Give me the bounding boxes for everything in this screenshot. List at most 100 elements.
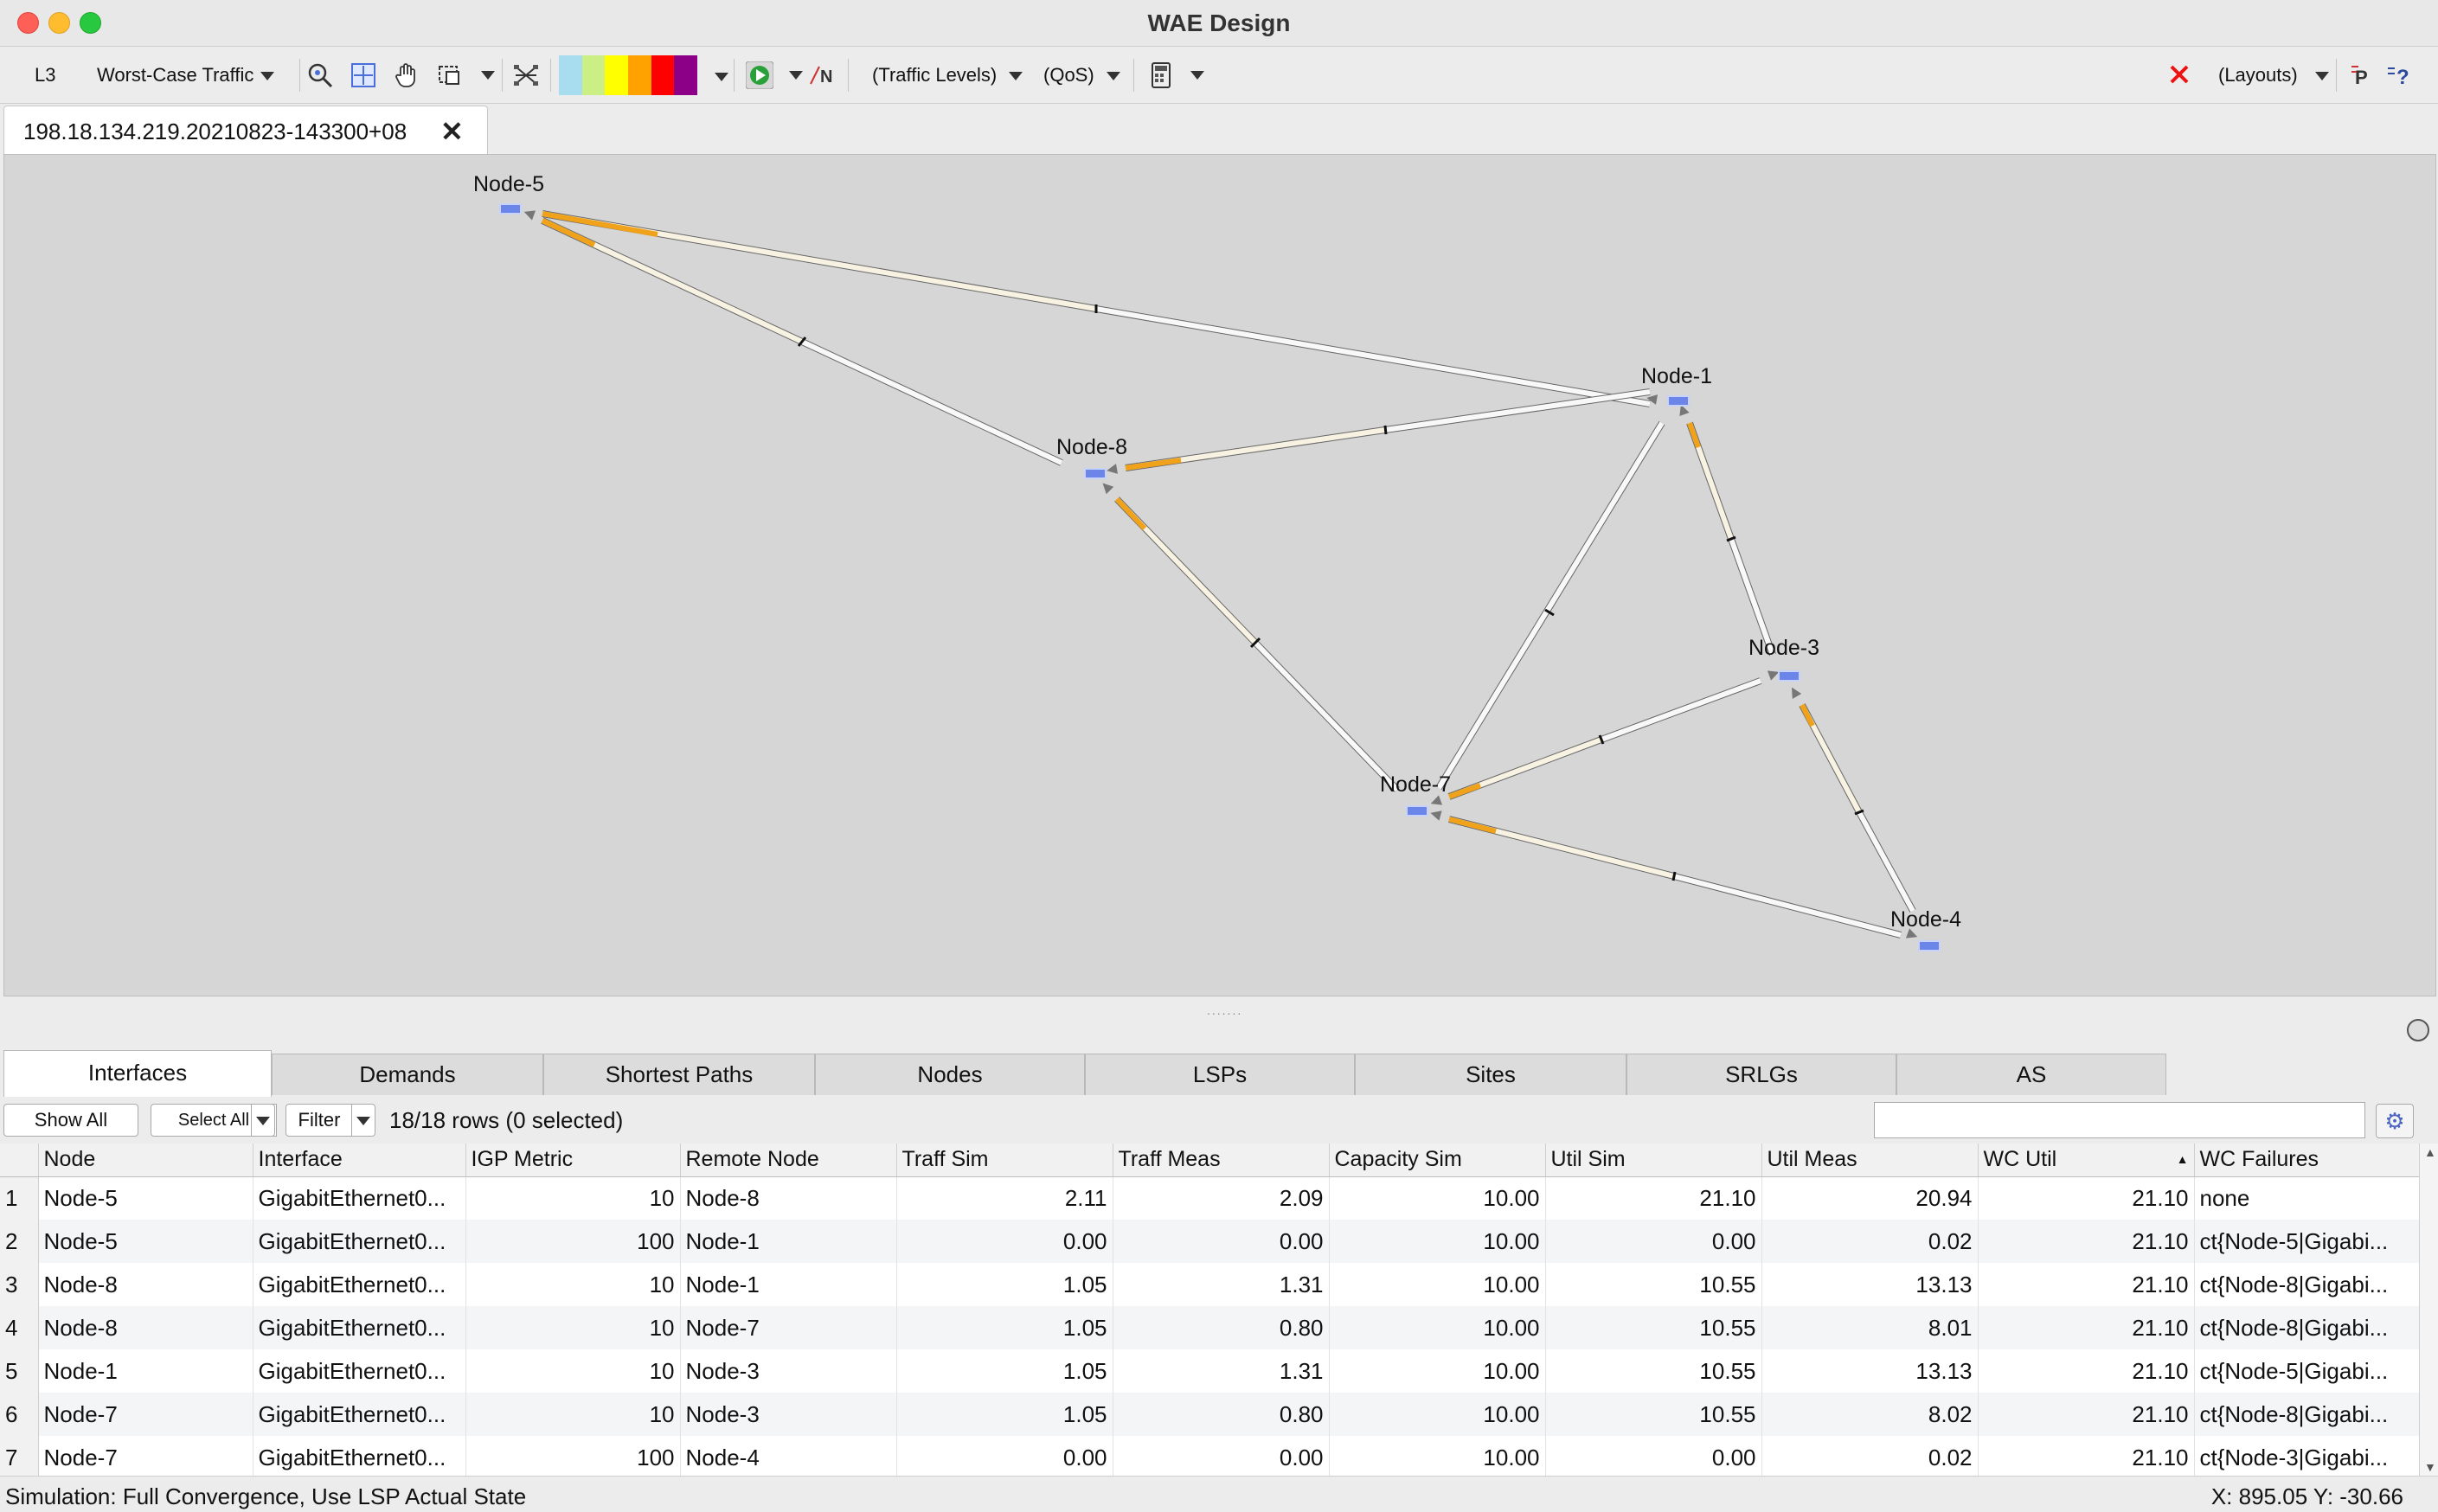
chevron-down-icon[interactable] <box>789 71 803 80</box>
chevron-down-icon[interactable] <box>1190 71 1204 80</box>
column-header-interface[interactable]: Interface <box>253 1144 466 1177</box>
cell-util-meas: 0.02 <box>1761 1220 1979 1263</box>
color-swatch[interactable] <box>559 55 582 95</box>
column-header-capacity-sim[interactable]: Capacity Sim <box>1329 1144 1546 1177</box>
link-node7-node4[interactable] <box>1448 816 1902 939</box>
link-node5-node8[interactable] <box>541 217 1063 466</box>
network-layout-icon[interactable] <box>512 61 540 89</box>
clear-layout-icon[interactable] <box>2166 61 2194 89</box>
chevron-down-icon[interactable] <box>715 73 728 81</box>
color-swatch[interactable] <box>674 55 698 95</box>
detach-panel-icon[interactable] <box>2407 1019 2429 1041</box>
toolbar-divider <box>502 59 503 92</box>
node-5-icon[interactable] <box>499 203 522 215</box>
cell-wc-failures: none <box>2194 1176 2419 1220</box>
table-row[interactable]: 3 Node-8 GigabitEthernet0... 10 Node-1 1… <box>0 1263 2419 1306</box>
fit-view-icon[interactable] <box>350 61 377 89</box>
table-row[interactable]: 7 Node-7 GigabitEthernet0... 100 Node-4 … <box>0 1436 2419 1476</box>
tab-demands[interactable]: Demands <box>272 1054 543 1095</box>
table-search-input[interactable] <box>1874 1102 2365 1138</box>
column-header-traff-sim[interactable]: Traff Sim <box>896 1144 1113 1177</box>
toolbar-divider <box>848 59 849 92</box>
select-all-dropdown[interactable] <box>251 1104 275 1137</box>
node-3-icon[interactable] <box>1778 670 1800 682</box>
color-swatch[interactable] <box>605 55 629 95</box>
tab-nodes[interactable]: Nodes <box>815 1054 1085 1095</box>
link-node8-node7[interactable] <box>1114 497 1400 792</box>
interfaces-table[interactable]: Node Interface IGP Metric Remote Node Tr… <box>0 1144 2419 1476</box>
chevron-down-icon[interactable] <box>481 71 495 80</box>
node-7-icon[interactable] <box>1406 805 1428 817</box>
table-row[interactable]: 6 Node-7 GigabitEthernet0... 10 Node-3 1… <box>0 1393 2419 1436</box>
color-swatch[interactable] <box>628 55 651 95</box>
color-swatch[interactable] <box>581 55 606 95</box>
link-node3-node4[interactable] <box>1799 703 1916 913</box>
traffic-levels-dropdown[interactable]: (Traffic Levels) <box>872 47 1023 104</box>
layer-button[interactable]: L3 <box>35 64 56 86</box>
link-node1-node3[interactable] <box>1686 421 1776 657</box>
node-4-icon[interactable] <box>1918 940 1941 951</box>
qos-dropdown[interactable]: (QoS) <box>1043 47 1120 104</box>
table-scrollbar[interactable]: ▲ ▼ <box>2419 1144 2438 1476</box>
table-settings-button[interactable]: ⚙ <box>2376 1104 2414 1138</box>
cell-traff-meas: 0.00 <box>1113 1220 1330 1263</box>
color-swatch[interactable] <box>651 55 675 95</box>
cell-node: Node-8 <box>38 1263 253 1306</box>
node-1-icon[interactable] <box>1667 395 1690 407</box>
maximize-window-button[interactable] <box>80 12 101 34</box>
column-header-node[interactable]: Node <box>38 1144 253 1177</box>
tab-srlgs[interactable]: SRLGs <box>1626 1054 1896 1095</box>
link-node8-node1[interactable] <box>1125 388 1651 471</box>
network-map-canvas[interactable] <box>4 155 2437 997</box>
link-node7-node1[interactable] <box>1435 420 1665 791</box>
column-header-remote-node[interactable]: Remote Node <box>680 1144 897 1177</box>
row-number: 3 <box>0 1263 39 1306</box>
table-row[interactable]: 4 Node-8 GigabitEthernet0... 10 Node-7 1… <box>0 1306 2419 1349</box>
calculator-icon[interactable] <box>1147 61 1175 89</box>
column-header-traff-meas[interactable]: Traff Meas <box>1113 1144 1330 1177</box>
link-node5-node1[interactable] <box>542 210 1651 407</box>
minimize-window-button[interactable] <box>48 12 70 34</box>
properties-icon[interactable]: P <box>2350 61 2377 89</box>
node-label-icon[interactable]: N <box>808 61 836 89</box>
tab-interfaces[interactable]: Interfaces <box>3 1050 272 1097</box>
column-header-wc-failures[interactable]: WC Failures <box>2194 1144 2419 1177</box>
filter-button[interactable]: Filter <box>286 1104 353 1137</box>
document-tab[interactable]: 198.18.134.219.20210823-143300+08 ✕ <box>3 106 488 154</box>
toolbar-divider <box>550 59 551 92</box>
column-header-wc-util[interactable]: WC Util ▲ <box>1978 1144 2195 1177</box>
zoom-icon[interactable] <box>306 61 334 89</box>
filter-dropdown[interactable] <box>351 1104 375 1137</box>
column-header-igp-metric[interactable]: IGP Metric <box>465 1144 681 1177</box>
interface-arrow-icon <box>1787 684 1802 699</box>
tab-as[interactable]: AS <box>1896 1054 2166 1095</box>
network-map[interactable]: Node-5 Node-1 Node-8 Node-3 Node-7 Node-… <box>3 154 2436 996</box>
tab-shortest-paths[interactable]: Shortest Paths <box>543 1054 815 1095</box>
table-row[interactable]: 1 Node-5 GigabitEthernet0... 10 Node-8 2… <box>0 1176 2419 1220</box>
table-row[interactable]: 5 Node-1 GigabitEthernet0... 10 Node-3 1… <box>0 1349 2419 1393</box>
pan-hand-icon[interactable] <box>393 61 420 89</box>
show-all-button[interactable]: Show All <box>3 1104 138 1137</box>
column-header-util-meas[interactable]: Util Meas <box>1761 1144 1979 1177</box>
cell-util-meas: 0.02 <box>1761 1436 1979 1476</box>
splitter-grip-icon[interactable]: ....... <box>1207 1003 1243 1017</box>
cell-traff-meas: 0.80 <box>1113 1306 1330 1349</box>
scroll-up-icon[interactable]: ▲ <box>2424 1145 2436 1159</box>
select-area-icon[interactable] <box>436 61 464 89</box>
column-header-util-sim[interactable]: Util Sim <box>1545 1144 1762 1177</box>
panel-splitter[interactable]: ....... <box>0 996 2438 1017</box>
traffic-mode-dropdown[interactable]: Worst-Case Traffic <box>97 47 275 104</box>
cell-util-meas: 13.13 <box>1761 1263 1979 1306</box>
run-simulation-icon[interactable] <box>746 61 773 89</box>
scroll-down-icon[interactable]: ▼ <box>2424 1460 2436 1474</box>
utilization-color-scale[interactable] <box>559 55 698 95</box>
close-tab-icon[interactable]: ✕ <box>440 116 464 147</box>
layouts-dropdown[interactable]: (Layouts) <box>2218 47 2329 104</box>
help-icon[interactable]: ? <box>2386 61 2414 89</box>
tab-lsps[interactable]: LSPs <box>1085 1054 1355 1095</box>
link-node7-node3[interactable] <box>1447 677 1762 800</box>
table-row[interactable]: 2 Node-5 GigabitEthernet0... 100 Node-1 … <box>0 1220 2419 1263</box>
close-window-button[interactable] <box>17 12 39 34</box>
tab-sites[interactable]: Sites <box>1355 1054 1626 1095</box>
node-8-icon[interactable] <box>1084 468 1107 479</box>
